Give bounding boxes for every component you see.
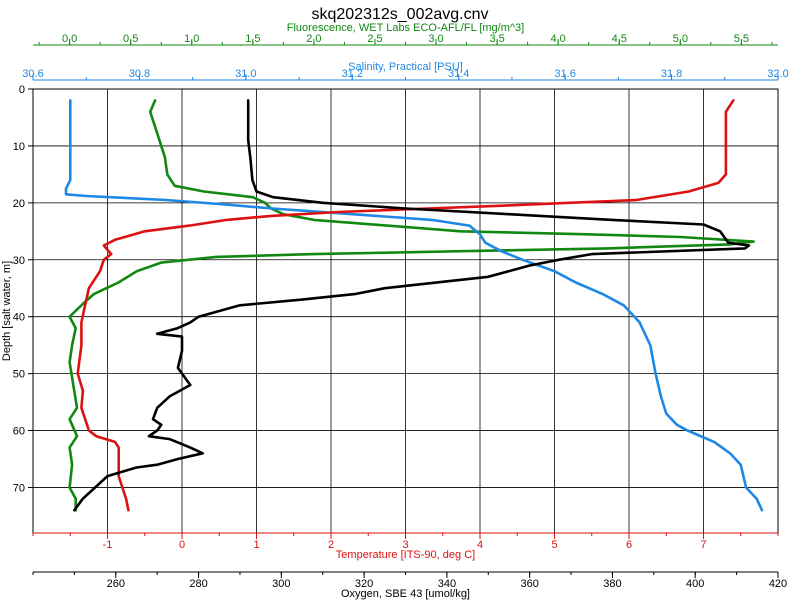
x-axis-label: Oxygen, SBE 43 [umol/kg] [341, 588, 470, 600]
y-tick-label: 30 [13, 255, 25, 267]
x-tick-label: 31.8 [661, 68, 682, 80]
chart-title: skq202312s_002avg.cnv [311, 6, 488, 23]
x-axis-label: Temperature [ITS-90, deg C] [336, 549, 475, 561]
x-tick-label: 5.0 [673, 33, 688, 45]
x-tick-label: -1 [103, 539, 113, 551]
x-tick-label: 360 [520, 578, 538, 590]
x-axis-fluorescence: 0.0 0.5 1.0 1.5 2.0 2.5 3.0 3.5 4.0 4.5 5.0 5.5 Fluo… [33, 22, 778, 46]
x-tick-label: 1 [253, 539, 259, 551]
x-tick-label: 4.0 [551, 33, 566, 45]
x-tick-label: 400 [686, 578, 704, 590]
y-tick-label: 0 [19, 84, 25, 96]
grid-lines [33, 88, 778, 533]
x-tick-label: 30.8 [129, 68, 150, 80]
y-tick-label: 50 [13, 369, 25, 381]
x-axis-oxygen: 260 280 300 320 340 360 380 400 420 Oxygen, SBE 4… [32, 571, 787, 600]
x-tick-label: 3.5 [489, 33, 504, 45]
x-tick-label: 0.5 [123, 33, 138, 45]
y-tick-label: 20 [13, 198, 25, 210]
y-tick-label: 40 [13, 312, 25, 324]
x-tick-label: 32.0 [767, 68, 788, 80]
x-tick-label: 320 [355, 578, 373, 590]
series-line-oxygen [73, 99, 751, 512]
x-axis-salinity: 30.6 30.8 31.0 31.2 31.4 31.6 31.8 32.0 Salinity… [22, 61, 789, 81]
y-axis-label: Depth [salt water, m] [1, 261, 13, 361]
x-tick-label: 260 [107, 578, 125, 590]
x-tick-label: 31.0 [235, 68, 256, 80]
x-tick-label: 31.6 [554, 68, 575, 80]
x-tick-label: 6 [626, 539, 632, 551]
y-tick-label: 60 [13, 426, 25, 438]
x-tick-label: 31.4 [448, 68, 469, 80]
x-tick-label: 3 [402, 539, 408, 551]
y-tick-label: 10 [13, 141, 25, 153]
x-axis-label: Salinity, Practical [PSU] [348, 61, 463, 73]
x-axis-label: Fluorescence, WET Labs ECO-AFL/FL [mg/m^… [287, 22, 524, 34]
x-tick-label: 2 [328, 539, 334, 551]
x-tick-label: 1.0 [184, 33, 199, 45]
x-tick-label: 0 [179, 539, 185, 551]
x-tick-label: 420 [769, 578, 787, 590]
series-line-salinity [64, 99, 764, 512]
x-tick-label: 4.5 [612, 33, 627, 45]
x-tick-label: 340 [438, 578, 456, 590]
series-line-fluorescence [68, 99, 755, 512]
x-tick-label: 31.2 [342, 68, 363, 80]
x-tick-label: 5.5 [734, 33, 749, 45]
x-tick-label: 380 [603, 578, 621, 590]
series-line-temperature [76, 99, 735, 512]
x-tick-label: 30.6 [22, 68, 43, 80]
y-tick-label: 70 [13, 482, 25, 494]
x-tick-label: 5 [551, 539, 557, 551]
series-lines [64, 99, 764, 512]
x-tick-label: 2.5 [367, 33, 382, 45]
x-tick-label: 1.5 [245, 33, 260, 45]
x-tick-label: 4 [477, 539, 483, 551]
x-axis-temperature: -1 0 1 2 3 4 5 6 7 Temperature [ITS-90, deg C] [32, 532, 779, 561]
x-tick-label: 2.0 [306, 33, 321, 45]
x-tick-label: 300 [272, 578, 290, 590]
x-tick-label: 3.0 [428, 33, 443, 45]
x-tick-label: 280 [189, 578, 207, 590]
x-tick-label: 7 [700, 539, 706, 551]
x-tick-label: 0.0 [62, 33, 77, 45]
